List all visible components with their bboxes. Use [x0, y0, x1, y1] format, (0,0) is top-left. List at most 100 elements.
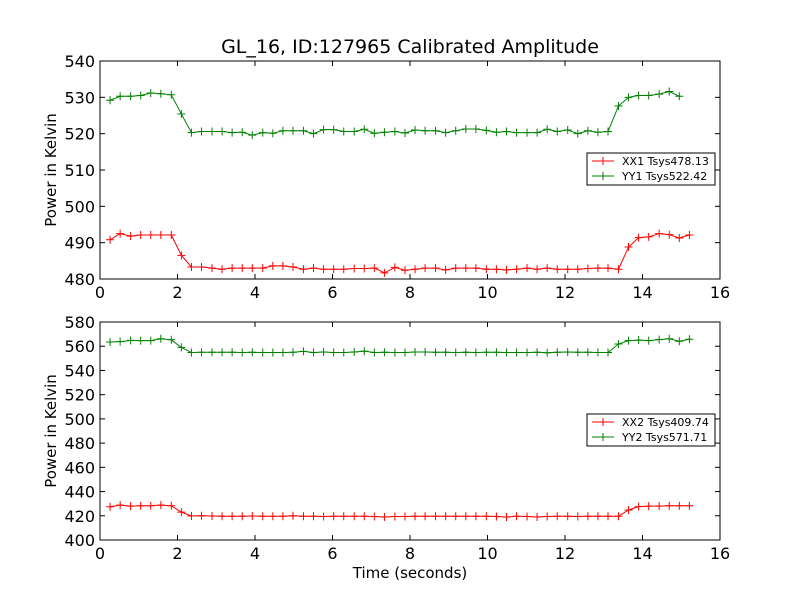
y-tick-label: 500	[64, 197, 95, 216]
series-xx1	[106, 229, 694, 277]
data-point	[523, 264, 532, 273]
data-point	[319, 125, 328, 134]
y-tick-label: 490	[64, 234, 95, 253]
data-point	[218, 127, 227, 136]
data-point	[207, 348, 216, 357]
y-tick-label: 530	[64, 88, 95, 107]
x-tick-label: 6	[327, 544, 337, 563]
data-point	[593, 128, 602, 137]
data-point	[634, 91, 643, 100]
data-point	[523, 512, 532, 521]
data-point	[268, 348, 277, 357]
y-tick-label: 520	[64, 125, 95, 144]
data-point	[329, 265, 338, 274]
data-point	[512, 348, 521, 357]
data-point	[177, 508, 186, 517]
series-yy1	[106, 87, 684, 140]
legend-marker	[599, 433, 607, 441]
data-point	[258, 512, 267, 521]
data-point	[665, 87, 674, 96]
x-tick-label: 0	[95, 283, 105, 302]
data-point	[187, 263, 196, 272]
data-point	[197, 511, 206, 520]
legend: XX2 Tsys409.74 YY2 Tsys571.71	[586, 413, 716, 447]
data-point	[400, 512, 409, 521]
data-point	[614, 102, 623, 111]
data-point	[187, 512, 196, 521]
data-point	[563, 265, 572, 274]
data-point	[126, 336, 135, 345]
data-point	[370, 264, 379, 273]
x-tick-label: 2	[172, 544, 182, 563]
data-point	[228, 128, 237, 137]
data-point	[177, 343, 186, 352]
data-point	[197, 263, 206, 272]
data-point	[309, 512, 318, 521]
y-tick-label: 500	[64, 410, 95, 429]
data-point	[146, 231, 155, 240]
data-point	[360, 264, 369, 273]
data-point	[655, 229, 664, 238]
data-point	[136, 501, 145, 510]
data-point	[543, 512, 552, 521]
data-point	[441, 128, 450, 137]
data-point	[146, 336, 155, 345]
data-point	[197, 127, 206, 136]
data-point	[624, 93, 633, 102]
data-point	[380, 268, 389, 277]
data-point	[421, 264, 430, 273]
data-point	[288, 263, 297, 272]
data-point	[288, 511, 297, 520]
data-point	[441, 348, 450, 357]
data-point	[207, 264, 216, 273]
data-point	[248, 264, 257, 273]
data-point	[116, 501, 125, 510]
data-point	[177, 251, 186, 260]
legend: XX1 Tsys478.13 YY1 Tsys522.42	[586, 152, 716, 186]
data-point	[492, 512, 501, 521]
data-point	[106, 235, 115, 244]
data-point	[390, 512, 399, 521]
data-point	[644, 91, 653, 100]
data-point	[299, 265, 308, 274]
data-point	[523, 348, 532, 357]
data-point	[156, 334, 165, 343]
data-point	[146, 501, 155, 510]
x-tick-label: 2	[172, 283, 182, 302]
series-line	[109, 504, 690, 518]
data-point	[360, 347, 369, 356]
bottom-panel: 0 2 4 6 8 10 12 14 16 400 420 440 460 480 500 520 540 560…	[42, 313, 730, 563]
data-point	[370, 512, 379, 521]
data-point	[411, 126, 420, 135]
data-point	[360, 125, 369, 134]
data-point	[431, 126, 440, 135]
data-point	[411, 265, 420, 274]
y-tick-label: 480	[64, 434, 95, 453]
x-axis-label: Time (seconds)	[352, 564, 468, 582]
data-point	[563, 126, 572, 135]
data-point	[136, 336, 145, 345]
data-point	[400, 128, 409, 137]
data-point	[675, 92, 684, 101]
data-point	[614, 340, 623, 349]
data-point	[106, 96, 115, 105]
data-point	[583, 264, 592, 273]
data-point	[482, 348, 491, 357]
data-point	[685, 231, 694, 240]
data-point	[116, 92, 125, 101]
data-point	[411, 348, 420, 357]
data-point	[400, 348, 409, 357]
legend-label: XX1 Tsys478.13	[622, 155, 709, 168]
data-point	[258, 128, 267, 137]
data-point	[350, 348, 359, 357]
data-point	[299, 126, 308, 135]
y-tick-label: 440	[64, 483, 95, 502]
data-point	[644, 502, 653, 511]
x-tick-label: 8	[405, 544, 415, 563]
x-tick-label: 4	[250, 544, 260, 563]
data-point	[197, 348, 206, 357]
data-point	[665, 230, 674, 239]
data-point	[461, 348, 470, 357]
data-point	[431, 264, 440, 273]
